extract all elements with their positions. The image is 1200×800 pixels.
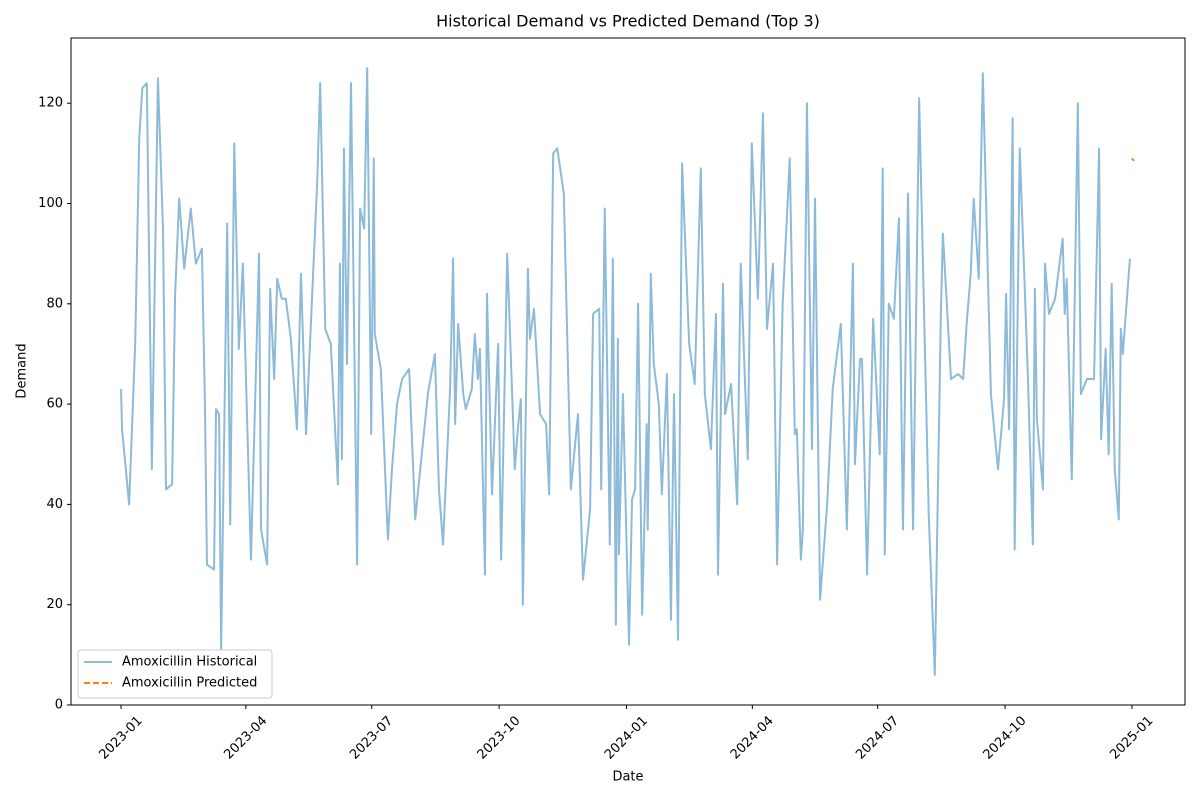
plot-frame bbox=[70, 37, 1186, 706]
legend-label: Amoxicillin Predicted bbox=[122, 676, 257, 691]
legend-label: Amoxicillin Historical bbox=[122, 655, 257, 670]
y-axis-label: Demand bbox=[15, 343, 30, 398]
y-tick-label: 60 bbox=[46, 397, 63, 412]
series-line bbox=[120, 67, 1131, 676]
y-tick-label: 80 bbox=[46, 296, 63, 311]
y-tick-label: 40 bbox=[46, 497, 63, 512]
y-tick-label: 0 bbox=[55, 698, 63, 713]
y-tick-label: 100 bbox=[38, 196, 63, 211]
series-line bbox=[1131, 157, 1135, 162]
y-tick-label: 20 bbox=[46, 597, 63, 612]
x-axis-label: Date bbox=[612, 770, 643, 785]
y-tick-label: 120 bbox=[38, 96, 63, 111]
legend-box bbox=[77, 649, 273, 699]
chart-title: Historical Demand vs Predicted Demand (T… bbox=[436, 12, 820, 31]
legend: Amoxicillin Historical Amoxicillin Predic… bbox=[77, 649, 273, 699]
